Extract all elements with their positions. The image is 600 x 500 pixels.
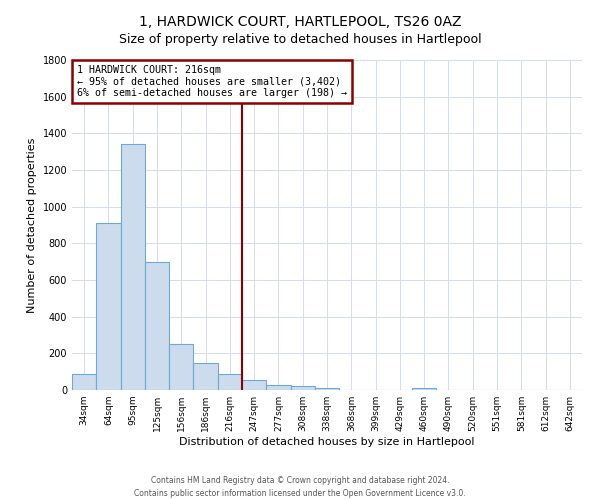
X-axis label: Distribution of detached houses by size in Hartlepool: Distribution of detached houses by size … (179, 437, 475, 447)
Text: Size of property relative to detached houses in Hartlepool: Size of property relative to detached ho… (119, 32, 481, 46)
Bar (242, 380, 266, 390)
Bar (121, 144, 145, 390)
Bar (72, 374, 96, 390)
Bar (169, 344, 193, 390)
Text: 1, HARDWICK COURT, HARTLEPOOL, TS26 0AZ: 1, HARDWICK COURT, HARTLEPOOL, TS26 0AZ (139, 15, 461, 29)
Bar (193, 364, 218, 390)
Bar (218, 374, 242, 390)
Bar (266, 385, 290, 390)
Bar (290, 386, 315, 390)
Text: Contains HM Land Registry data © Crown copyright and database right 2024.
Contai: Contains HM Land Registry data © Crown c… (134, 476, 466, 498)
Bar (96, 223, 121, 390)
Bar (412, 388, 436, 390)
Y-axis label: Number of detached properties: Number of detached properties (27, 138, 37, 312)
Bar (145, 262, 169, 390)
Bar (315, 388, 339, 390)
Text: 1 HARDWICK COURT: 216sqm
← 95% of detached houses are smaller (3,402)
6% of semi: 1 HARDWICK COURT: 216sqm ← 95% of detach… (77, 65, 347, 98)
